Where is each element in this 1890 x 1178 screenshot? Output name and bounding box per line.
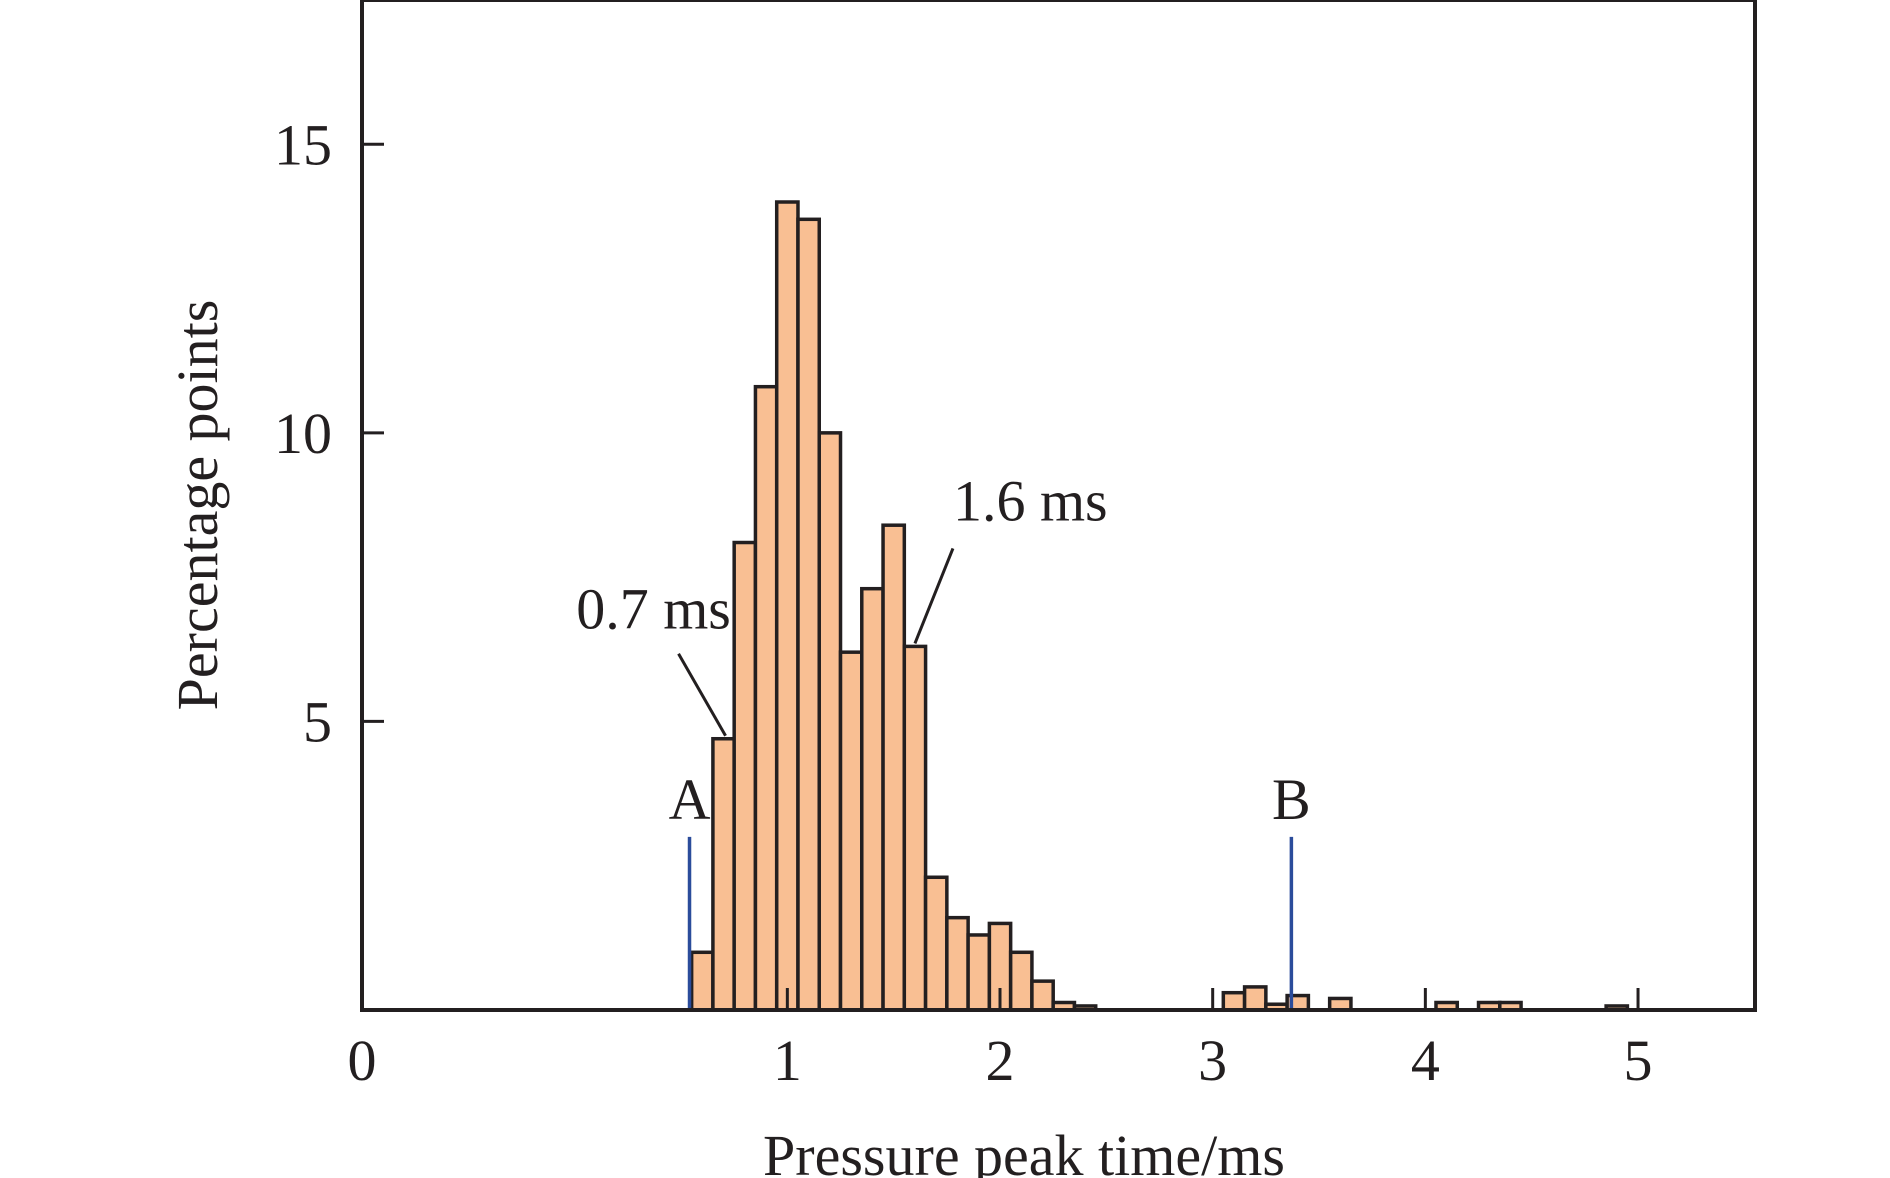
- x-tick-label-3: 3: [1198, 1028, 1227, 1093]
- bar-0: [689, 950, 715, 1012]
- x-tick-label-0: 0: [348, 1028, 377, 1093]
- bar-6: [817, 431, 843, 1012]
- bar-20: [1242, 985, 1268, 1012]
- x-tick-label-1: 1: [773, 1028, 802, 1093]
- annotations-layer: 0.7 ms 1.6 ms: [576, 468, 1108, 737]
- bar-1: [711, 736, 736, 1012]
- plot-frame: [360, 0, 1757, 1012]
- annotation-leader-0: [677, 652, 727, 737]
- y-tick-label-1: 10: [274, 401, 332, 466]
- bar-4: [774, 200, 800, 1012]
- bar-8: [860, 586, 885, 1012]
- y-tick-label-0: 5: [303, 689, 332, 754]
- bar-3: [753, 384, 779, 1012]
- ticks-layer: 5 10 15 0 1 2 3 4 5: [274, 112, 1653, 1093]
- marker-label-b: B: [1272, 767, 1311, 832]
- bar-12: [945, 915, 970, 1012]
- marker-label-a: A: [669, 767, 711, 832]
- bar-10: [902, 644, 928, 1012]
- annotation-leader-1: [913, 547, 955, 644]
- bar-9: [881, 523, 907, 1012]
- x-tick-label-2: 2: [986, 1028, 1015, 1093]
- x-tick-label-5: 5: [1624, 1028, 1653, 1093]
- bar-5: [796, 217, 821, 1012]
- annotation-text-1: 1.6 ms: [953, 468, 1108, 533]
- bar-16: [1030, 979, 1055, 1012]
- y-tick-label-2: 15: [274, 112, 332, 177]
- bar-13: [966, 933, 992, 1012]
- x-axis-label: Pressure peak time/ms: [763, 1123, 1285, 1178]
- bar-7: [838, 650, 864, 1012]
- bar-2: [732, 540, 758, 1012]
- y-axis-label: Percentage points: [165, 300, 230, 711]
- bars-layer: [689, 200, 1630, 1012]
- annotation-text-0: 0.7 ms: [576, 577, 731, 642]
- bar-15: [1008, 950, 1034, 1012]
- bar-11: [923, 875, 949, 1012]
- x-tick-label-4: 4: [1411, 1028, 1440, 1093]
- bar-19: [1221, 990, 1247, 1012]
